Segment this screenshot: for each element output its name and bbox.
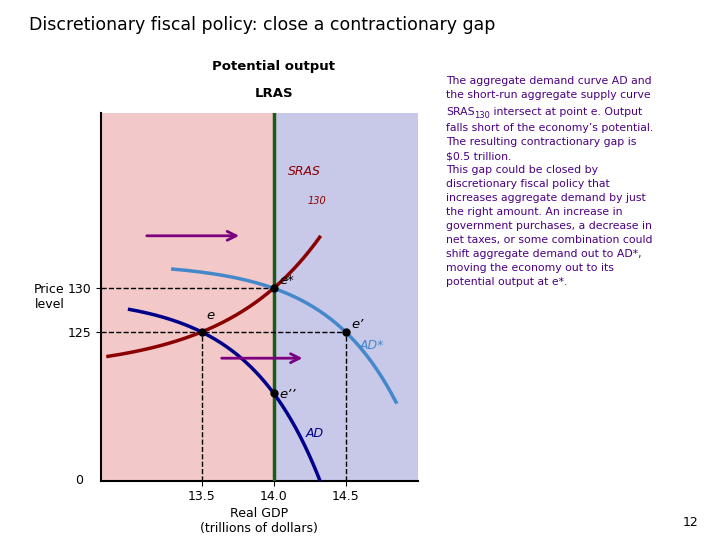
Text: e: e (206, 309, 214, 322)
Text: 130: 130 (307, 197, 326, 206)
Text: falls short of the economy’s potential.
The resulting contractionary gap is
$0.5: falls short of the economy’s potential. … (446, 123, 654, 287)
Text: The aggregate demand curve AD and
the short-run aggregate supply curve: The aggregate demand curve AD and the sh… (446, 76, 652, 99)
Text: LRAS: LRAS (254, 87, 293, 100)
Text: 0: 0 (76, 474, 84, 487)
Text: AD*: AD* (360, 340, 384, 353)
Bar (101, 113, 274, 481)
Text: e’’: e’’ (279, 388, 296, 401)
Text: intersect at point e. Output: intersect at point e. Output (490, 107, 642, 117)
Text: e*: e* (279, 274, 294, 287)
Bar (274, 113, 418, 481)
Text: Discretionary fiscal policy: close a contractionary gap: Discretionary fiscal policy: close a con… (29, 16, 495, 34)
Text: SRAS: SRAS (446, 107, 475, 117)
Text: Potential output: Potential output (212, 60, 335, 73)
Text: SRAS: SRAS (288, 165, 321, 178)
Text: 130: 130 (474, 111, 490, 120)
X-axis label: Real GDP
(trillions of dollars): Real GDP (trillions of dollars) (200, 508, 318, 536)
Text: e’: e’ (351, 318, 364, 330)
Text: 12: 12 (683, 516, 698, 529)
Text: AD: AD (305, 427, 323, 440)
Y-axis label: Price
level: Price level (34, 283, 65, 311)
